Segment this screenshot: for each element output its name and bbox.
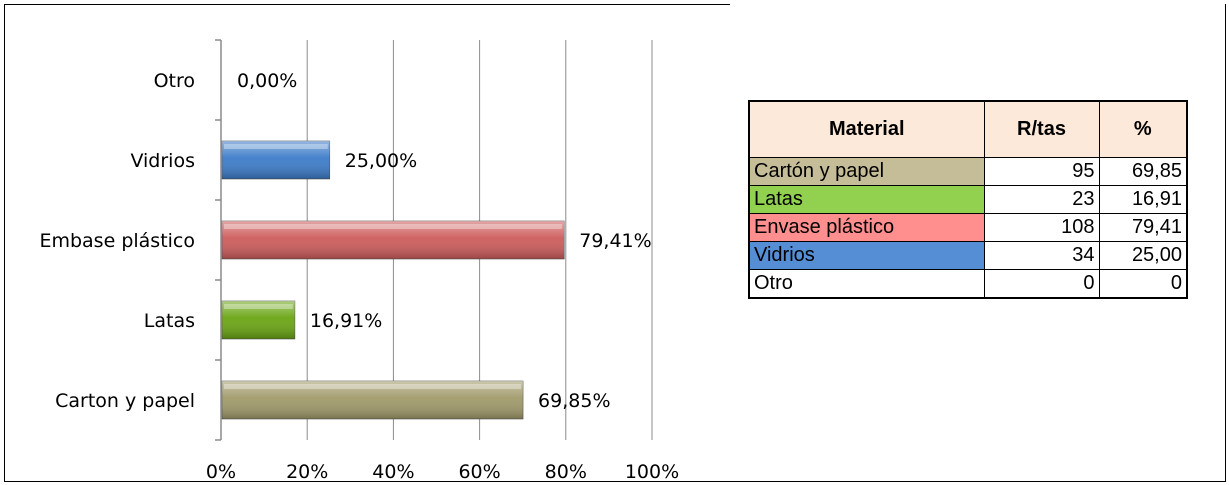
bars-group (221, 140, 565, 420)
bar-highlight (224, 224, 563, 229)
data-label: 25,00% (345, 150, 417, 172)
material-cell: Envase plástico (748, 213, 985, 242)
bar-highlight (224, 384, 522, 389)
data-labels: 69,85% 16,91% 79,41% 25,00% 0,00% (237, 70, 652, 412)
category-labels: Carton y papel Latas Embase plástico Vidrio… (39, 70, 195, 412)
bar-shade (222, 301, 295, 339)
table-row: Latas 23 16,91 (748, 185, 1188, 214)
category-label: Vidrios (130, 150, 195, 172)
bar-highlight (224, 144, 328, 149)
header-percent: % (1098, 100, 1188, 158)
data-label: 69,85% (538, 390, 610, 412)
category-label: Carton y papel (55, 390, 195, 412)
table-header-row: Material R/tas % (748, 100, 1188, 158)
table-row: Envase plástico 108 79,41 (748, 213, 1188, 242)
data-label: 0,00% (237, 70, 297, 92)
rtas-cell: 34 (983, 241, 1100, 270)
materials-table: Material R/tas % Cartón y papel 95 69,85 La… (748, 100, 1188, 299)
x-tick-label: 80% (545, 461, 587, 483)
percent-cell: 69,85 (1098, 157, 1188, 186)
bar-shade (222, 141, 330, 179)
bar-shade (222, 221, 565, 259)
bar-highlight (224, 304, 293, 309)
x-tick-label: 60% (458, 461, 500, 483)
x-tick-label: 20% (286, 461, 328, 483)
x-tick-label: 100% (625, 461, 679, 483)
category-label: Latas (144, 310, 195, 332)
material-cell: Vidrios (748, 241, 985, 270)
rtas-cell: 0 (983, 269, 1100, 299)
percent-cell: 25,00 (1098, 241, 1188, 270)
y-axis (215, 39, 222, 441)
material-cell: Latas (748, 185, 985, 214)
percent-cell: 79,41 (1098, 213, 1188, 242)
material-cell: Cartón y papel (748, 157, 985, 186)
bar-shade (222, 381, 524, 419)
x-tick-label: 0% (206, 461, 236, 483)
x-tick-label: 40% (372, 461, 414, 483)
rtas-cell: 108 (983, 213, 1100, 242)
chart-frame (4, 4, 1226, 482)
category-label: Otro (154, 70, 195, 92)
table-row: Cartón y papel 95 69,85 (748, 157, 1188, 186)
rtas-cell: 23 (983, 185, 1100, 214)
header-material: Material (748, 100, 985, 158)
data-label: 16,91% (310, 310, 382, 332)
percent-cell: 0 (1098, 269, 1188, 299)
frame-top-border (4, 4, 730, 5)
x-tick-labels: 0% 20% 40% 60% 80% 100% (206, 461, 679, 483)
rtas-cell: 95 (983, 157, 1100, 186)
percent-cell: 16,91 (1098, 185, 1188, 214)
header-rtas: R/tas (983, 100, 1100, 158)
category-label: Embase plástico (39, 230, 195, 252)
material-cell: Otro (748, 269, 985, 299)
table-row: Otro 0 0 (748, 269, 1188, 299)
data-label: 79,41% (579, 230, 651, 252)
bar-chart: Carton y papel Latas Embase plástico Vidrio… (39, 39, 679, 483)
table-row: Vidrios 34 25,00 (748, 241, 1188, 270)
